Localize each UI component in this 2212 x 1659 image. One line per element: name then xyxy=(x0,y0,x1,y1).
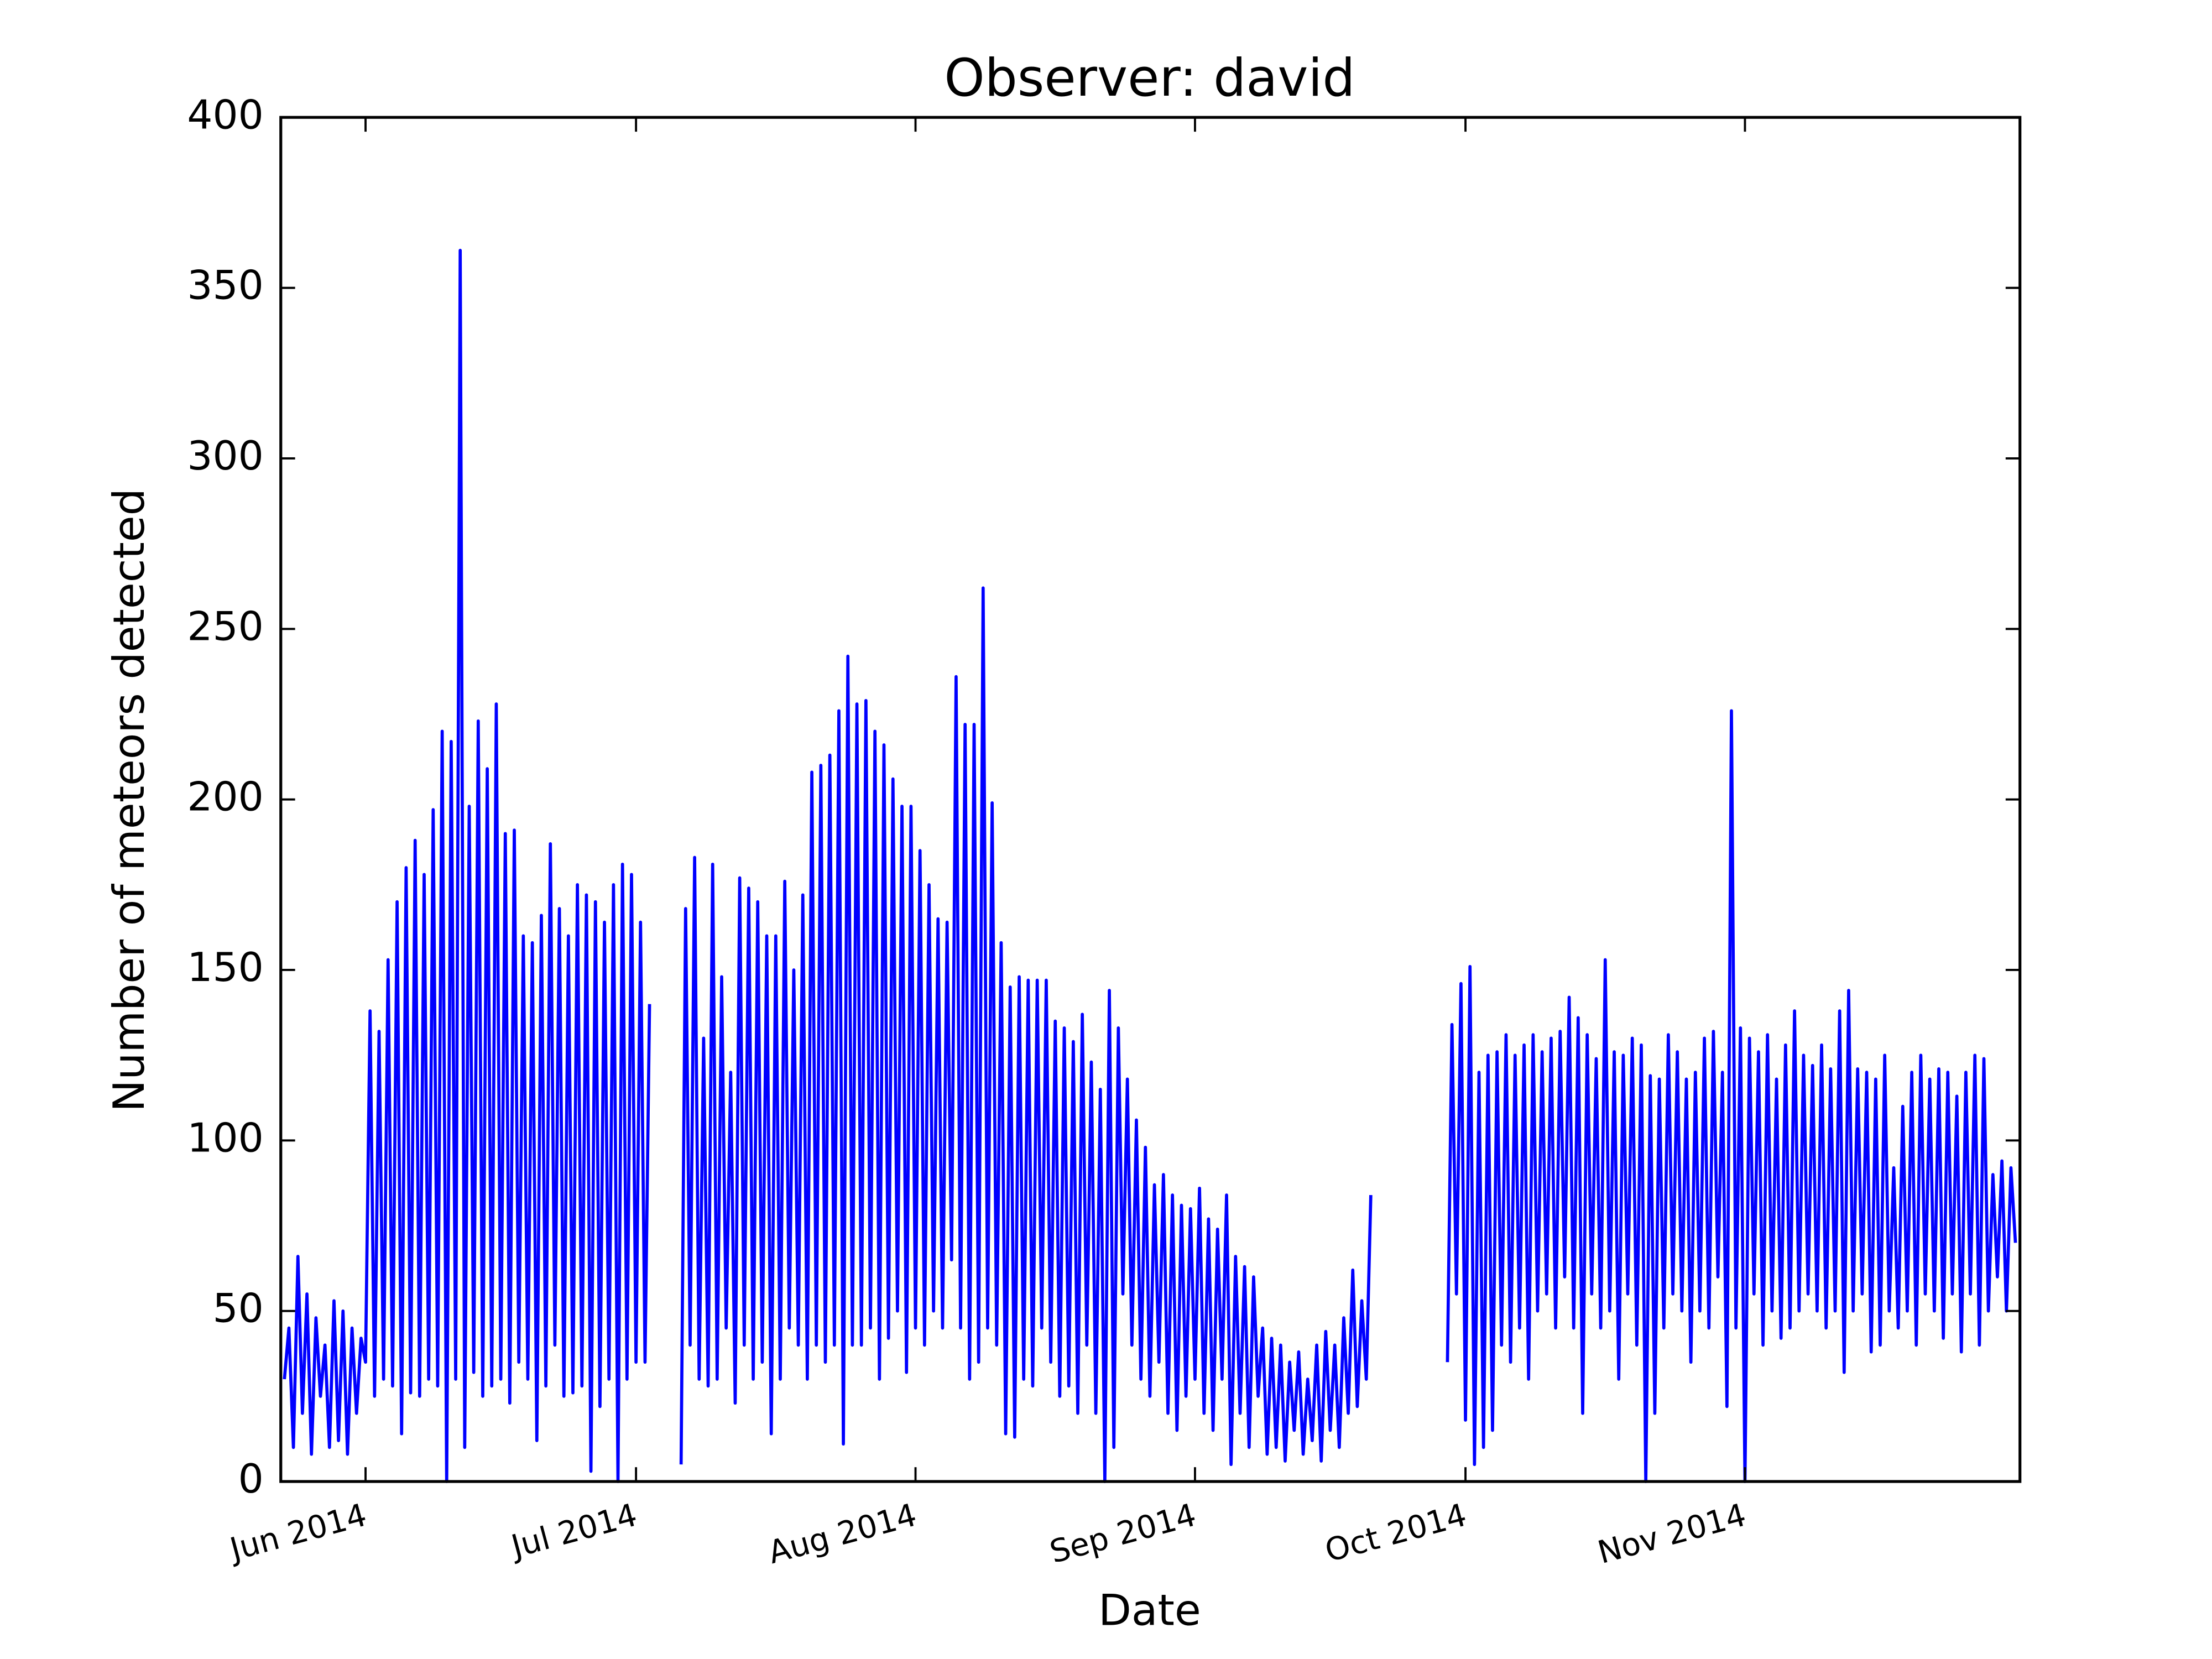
y-tick-label: 100 xyxy=(187,1115,263,1161)
y-axis-label: Number of meteors detected xyxy=(105,488,154,1112)
y-tick-label: 200 xyxy=(187,774,263,821)
y-tick-label: 350 xyxy=(187,263,263,309)
y-tick-label: 400 xyxy=(187,92,263,138)
y-tick-label: 0 xyxy=(238,1456,264,1503)
data-line xyxy=(283,248,2017,1483)
x-axis-label: Date xyxy=(1098,1586,1201,1636)
y-tick-label: 50 xyxy=(212,1286,263,1332)
y-tick-label: 300 xyxy=(187,433,263,479)
chart-title: Observer: david xyxy=(944,48,1355,108)
y-tick-label: 150 xyxy=(187,945,263,991)
y-tick-label: 250 xyxy=(187,603,263,650)
